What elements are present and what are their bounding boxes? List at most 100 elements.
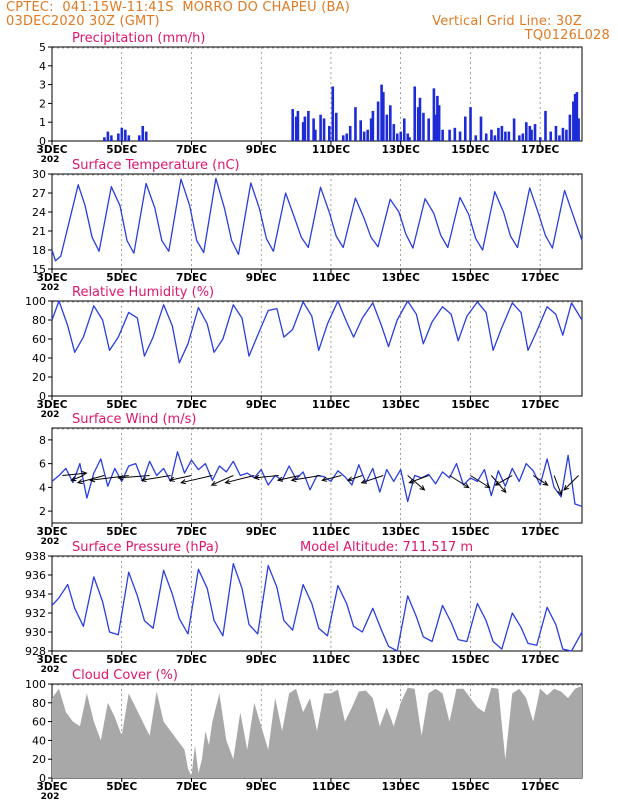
x-tick-label: 17DEC <box>521 272 560 284</box>
precip-bar <box>497 127 500 141</box>
precip-bar <box>427 118 430 141</box>
y-tick-label: 24 <box>32 206 46 219</box>
wind-arrowhead <box>463 483 470 489</box>
wind-arrowhead <box>346 476 353 482</box>
y-tick-label: 932 <box>25 607 46 620</box>
precip-bar <box>371 110 375 141</box>
panel-frame <box>51 173 583 270</box>
y-tick-label: 2 <box>39 505 46 518</box>
x-tick-label: 3DEC <box>37 781 68 793</box>
wind-vector <box>322 475 342 481</box>
y-tick-label: 6 <box>39 458 46 471</box>
x-tick-label: 15DEC <box>451 272 490 284</box>
precip-bar <box>530 129 533 141</box>
x-tick-label: 13DEC <box>382 399 421 411</box>
wind-arrowhead <box>253 474 260 481</box>
x-tick-label: 9DEC <box>246 654 277 666</box>
panel-frame <box>51 46 583 142</box>
wind-arrowhead <box>140 477 147 483</box>
y-tick-label: 100 <box>25 295 46 308</box>
precip-bar <box>463 116 467 141</box>
precip-bar <box>538 137 542 141</box>
x-tick-label: 9DEC <box>246 781 277 793</box>
y-tick-label: 27 <box>32 187 46 200</box>
precip-bar <box>307 110 310 141</box>
y-tick-label: 100 <box>25 678 46 691</box>
y-tick-label: 40 <box>32 352 46 365</box>
series-line <box>51 300 583 364</box>
wind-arrowhead <box>70 476 77 482</box>
precip-bar <box>331 86 335 141</box>
panel-frame <box>51 555 583 652</box>
x-tick-label: 15DEC <box>451 781 490 793</box>
precip-bar <box>359 120 362 141</box>
wind-vector <box>211 475 234 486</box>
precip-bar <box>296 110 300 141</box>
wind-arrowhead <box>276 476 283 482</box>
x-tick-label: 7DEC <box>176 144 207 156</box>
wind-arrowhead <box>180 479 187 485</box>
x-tick-label: 15DEC <box>451 526 490 538</box>
y-tick-label: 80 <box>32 697 46 710</box>
precip-bar <box>434 114 437 141</box>
wind-vector <box>347 475 363 481</box>
precip-bar <box>366 129 369 141</box>
precip-bar <box>479 116 483 141</box>
y-tick-label: 40 <box>32 734 46 747</box>
precip-bar <box>369 118 373 141</box>
station-header: CPTEC: 041:15W-11:41S MORRO DO CHAPEU (B… <box>6 0 350 15</box>
precip-bar <box>362 131 366 141</box>
x-tick-label: 17DEC <box>521 654 560 666</box>
precip-bar <box>422 112 425 141</box>
wind-vector <box>71 475 84 481</box>
wind-arrowhead <box>360 478 367 484</box>
precip-bar <box>376 101 380 141</box>
precip-bar <box>549 131 553 141</box>
x-tick-label: 5DEC <box>106 399 137 411</box>
wind-vector <box>277 475 300 481</box>
x-tick-label: 5DEC <box>106 144 137 156</box>
precip-bar <box>117 133 120 141</box>
x-tick-label: 17DEC <box>521 399 560 411</box>
precip-bar <box>103 137 106 141</box>
wind-vector <box>361 475 384 484</box>
precip-bar <box>124 129 127 141</box>
precip-bar <box>137 135 141 141</box>
x-tick-label: 5DEC <box>106 781 137 793</box>
precip-bar <box>441 129 444 141</box>
x-tick-label: 5DEC <box>106 272 137 284</box>
precip-bar <box>385 114 389 141</box>
precip-bar <box>577 118 580 141</box>
precip-bar <box>348 125 352 141</box>
precip-bar <box>565 129 568 141</box>
precip-bar <box>533 124 537 141</box>
y-tick-label: 928 <box>25 645 46 658</box>
panel-title: Precipitation (mm/h) <box>72 31 205 46</box>
y-tick-label: 1 <box>39 116 46 129</box>
x-tick-label: 5DEC <box>106 526 137 538</box>
wind-vector <box>470 475 490 488</box>
precip-bar <box>525 122 528 141</box>
precip-bar <box>484 133 488 141</box>
precip-bar <box>518 135 521 141</box>
wind-vector <box>225 475 255 484</box>
panel-title: Surface Pressure (hPa) <box>72 540 219 555</box>
precip-bar <box>380 84 383 141</box>
series-line <box>51 451 583 508</box>
wind-vector <box>181 475 213 484</box>
x-tick-label: 7DEC <box>176 781 207 793</box>
precip-bar <box>568 114 572 141</box>
wind-arrowhead <box>500 487 507 494</box>
precip-bar <box>474 135 478 141</box>
precip-bar <box>382 92 385 141</box>
x-year-label: 202 <box>41 665 60 675</box>
y-tick-label: 934 <box>25 588 46 601</box>
wind-arrowhead <box>542 480 549 486</box>
y-tick-label: 20 <box>32 371 46 384</box>
precip-bar <box>120 127 124 141</box>
precip-bar <box>418 97 422 141</box>
x-tick-label: 13DEC <box>382 781 421 793</box>
x-tick-label: 9DEC <box>246 526 277 538</box>
x-tick-label: 3DEC <box>37 654 68 666</box>
